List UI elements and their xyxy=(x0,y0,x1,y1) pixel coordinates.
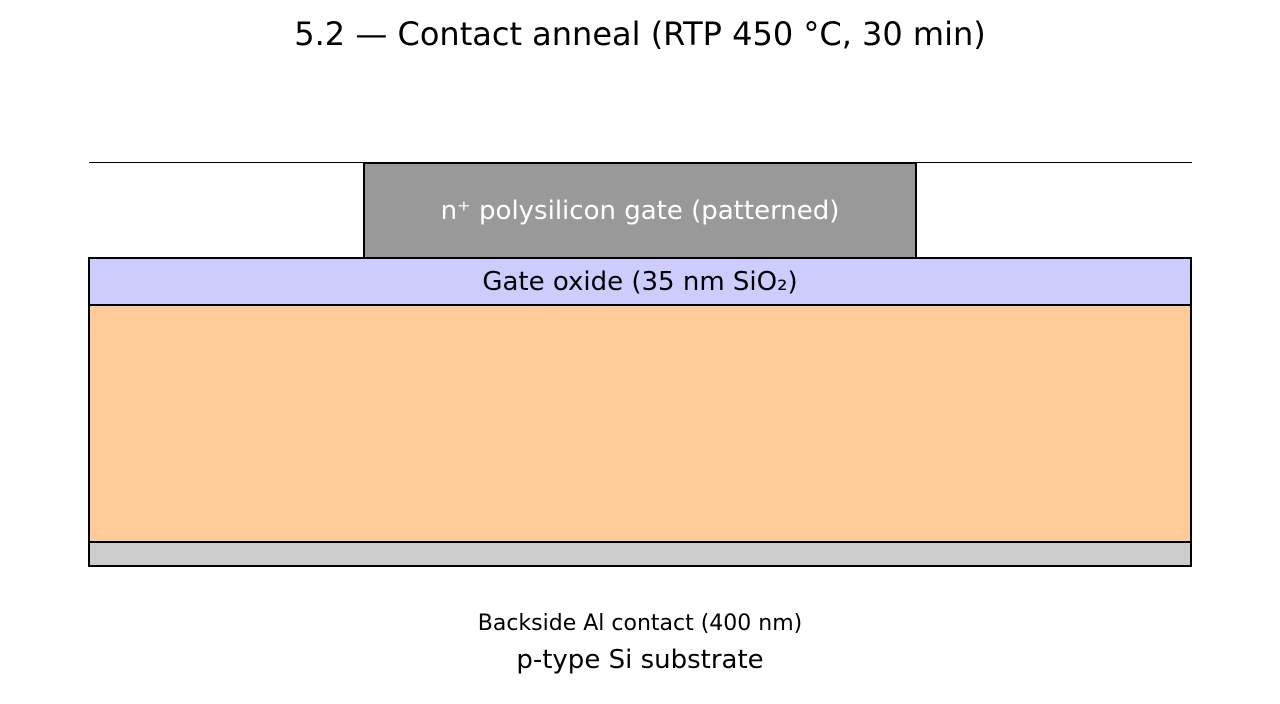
gate-oxide-label: Gate oxide (35 nm SiO₂) xyxy=(482,267,798,297)
substrate-layer xyxy=(88,304,1192,544)
diagram-title: 5.2 — Contact anneal (RTP 450 °C, 30 min… xyxy=(294,15,986,53)
backside-contact-layer xyxy=(88,541,1192,567)
polysilicon-gate-layer: n⁺ polysilicon gate (patterned) xyxy=(363,162,917,260)
backside-contact-label: Backside Al contact (400 nm) xyxy=(477,611,803,636)
substrate-label: p-type Si substrate xyxy=(516,645,764,675)
gate-oxide-layer: Gate oxide (35 nm SiO₂) xyxy=(88,257,1192,307)
polysilicon-gate-label: n⁺ polysilicon gate (patterned) xyxy=(440,196,840,226)
